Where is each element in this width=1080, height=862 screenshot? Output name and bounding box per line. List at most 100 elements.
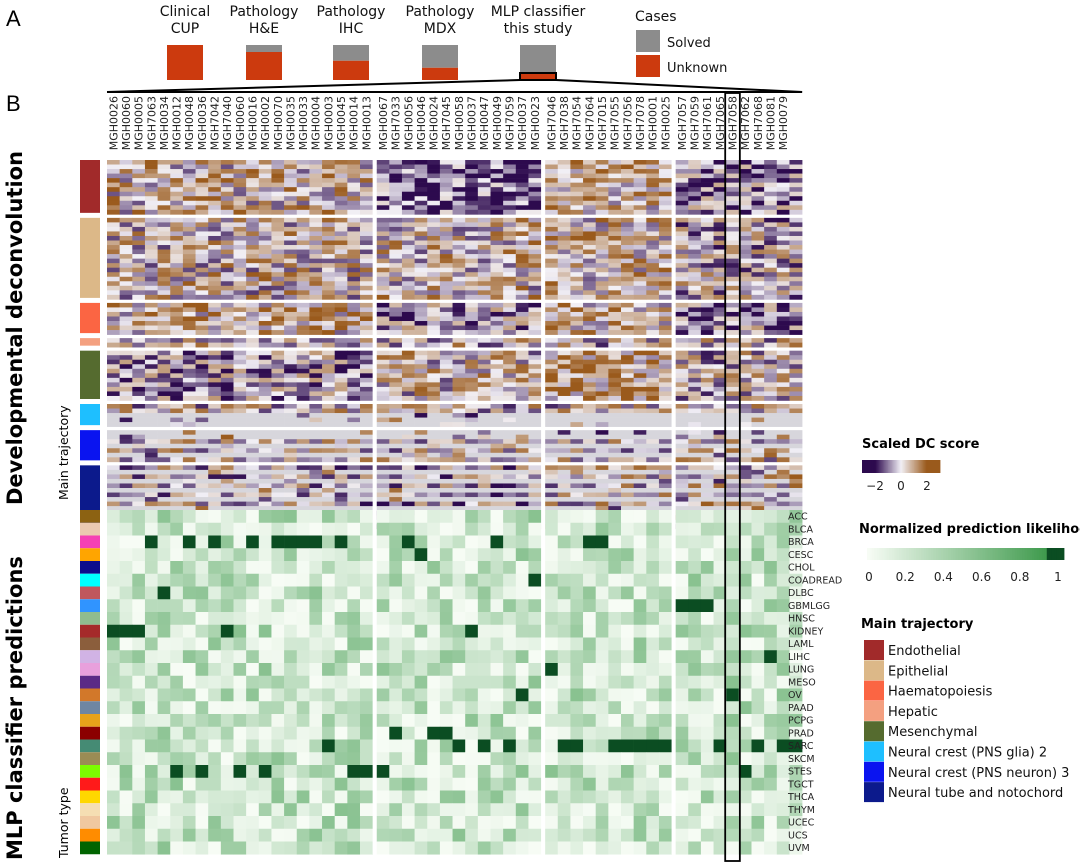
mlp-cell	[557, 510, 571, 524]
dc-cell	[646, 222, 660, 228]
dc-cell	[789, 368, 803, 374]
dc-cell	[621, 281, 634, 287]
mlp-cell	[675, 688, 689, 702]
mlp-cell	[675, 612, 689, 626]
dc-cell	[738, 302, 752, 308]
dc-cell	[220, 386, 234, 392]
dc-cell	[401, 452, 415, 458]
dc-cell	[583, 469, 596, 475]
dc-cell	[439, 434, 453, 440]
dc-cell	[157, 469, 171, 475]
mlp-cell	[515, 637, 529, 651]
mlp-cell	[570, 522, 584, 536]
dc-cell	[427, 395, 441, 401]
dc-cell	[309, 330, 323, 335]
dc-cell	[528, 267, 542, 273]
mlp-cell	[608, 637, 622, 651]
dc-cell	[220, 501, 234, 507]
mlp-cell	[296, 599, 310, 613]
dc-cell	[309, 173, 323, 179]
dc-cell	[545, 474, 559, 480]
dc-cell	[633, 342, 647, 348]
dc-cell	[107, 386, 120, 392]
dc-cell	[789, 231, 803, 237]
dc-cell	[132, 338, 146, 343]
mlp-cell	[246, 612, 260, 626]
dc-cell	[220, 404, 234, 409]
dc-cell	[347, 488, 361, 493]
dc-cell	[208, 355, 222, 361]
dc-cell	[170, 231, 184, 237]
dc-cell	[246, 182, 260, 188]
dc-cell	[515, 338, 529, 343]
dc-cell	[220, 160, 234, 165]
dc-cell	[132, 404, 146, 409]
dc-cell	[713, 506, 727, 511]
dc-cell	[208, 488, 222, 493]
mlp-cell	[220, 510, 234, 524]
dc-cell	[157, 245, 171, 250]
dc-cell	[726, 240, 740, 246]
dc-cell	[503, 196, 517, 202]
mlp-cell	[583, 624, 596, 638]
dc-cell	[583, 272, 596, 278]
mlp-cell	[157, 599, 171, 613]
mlp-cell	[296, 586, 310, 600]
dc-cell	[271, 439, 285, 445]
mlp-cell	[334, 599, 348, 613]
mlp-cell	[646, 510, 660, 524]
mlp-cell	[322, 612, 335, 626]
dc-cell	[776, 492, 790, 498]
dc-cell	[515, 483, 529, 489]
dc-cell	[452, 443, 466, 449]
mlp-cell	[284, 650, 298, 664]
dc-cell	[751, 488, 765, 493]
dc-cell	[477, 182, 491, 188]
dc-cell	[414, 448, 428, 454]
mlp-cell	[515, 599, 529, 613]
dc-cell	[296, 276, 310, 282]
dc-cell	[452, 187, 466, 193]
dc-cell	[503, 200, 517, 206]
dc-cell	[452, 413, 466, 418]
dc-cell	[322, 160, 335, 165]
dc-cell	[414, 342, 428, 348]
dc-cell	[545, 443, 559, 449]
dc-cell	[595, 492, 609, 498]
dc-cell	[789, 164, 803, 170]
dc-cell	[195, 452, 209, 458]
dc-cell	[528, 178, 542, 183]
dc-cell	[528, 281, 542, 287]
dc-cell	[258, 488, 272, 493]
dc-cell	[296, 492, 310, 498]
dc-cell	[713, 395, 727, 401]
dc-cell	[284, 359, 298, 365]
dc-cell	[258, 285, 272, 291]
dc-cell	[545, 342, 559, 348]
dc-cell	[557, 263, 571, 268]
dc-cell	[334, 488, 348, 493]
dc-cell	[107, 231, 120, 237]
dc-cell	[675, 478, 689, 484]
mlp-cell	[713, 586, 727, 600]
dc-cell	[633, 478, 647, 484]
dc-cell	[477, 413, 491, 418]
dc-cell	[107, 272, 120, 278]
mlp-cell	[296, 510, 310, 524]
dc-cell	[595, 209, 609, 215]
dc-cell	[789, 254, 803, 259]
dc-cell	[414, 226, 428, 232]
dc-cell	[132, 364, 146, 370]
dc-cell	[427, 404, 441, 409]
dc-cell	[700, 240, 714, 246]
dc-cell	[347, 417, 361, 423]
dc-cell	[347, 364, 361, 370]
dc-cell	[119, 263, 133, 268]
mlp-cell	[360, 650, 373, 664]
dc-cell	[583, 377, 596, 383]
dc-cell	[182, 276, 196, 282]
dc-cell	[258, 355, 272, 361]
dc-cell	[490, 178, 504, 183]
dc-cell	[789, 434, 803, 440]
